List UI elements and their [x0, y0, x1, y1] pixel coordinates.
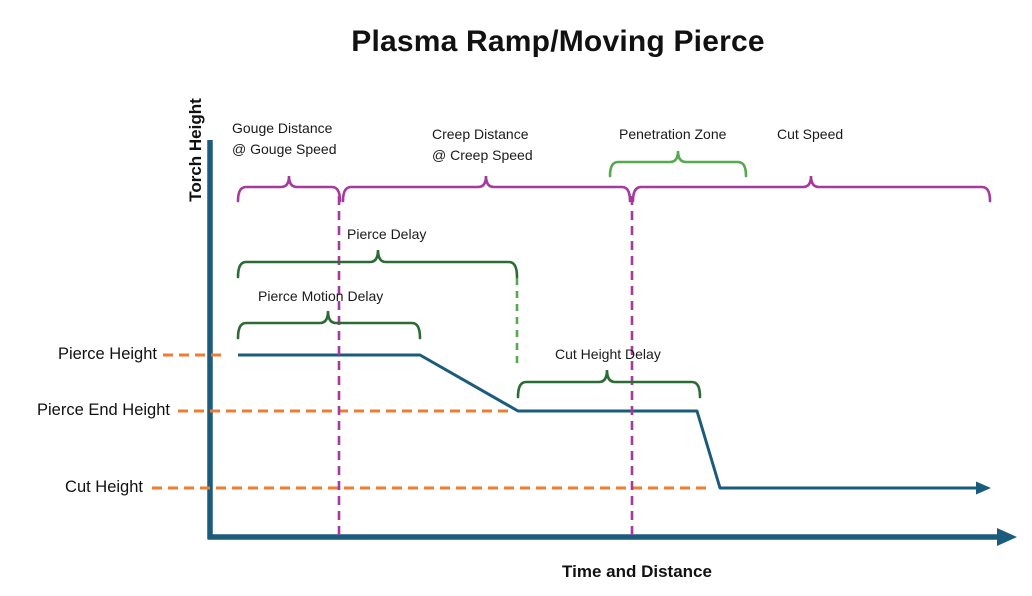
gouge-distance-line1: Gouge Distance: [232, 120, 333, 136]
x-axis-arrow-icon: [997, 528, 1017, 546]
pierce-delay-brace: [236, 249, 519, 279]
cut-speed-label: Cut Speed: [777, 126, 844, 142]
torch-height-trace: [238, 353, 978, 490]
pierce-delay-label: Pierce Delay: [347, 226, 427, 242]
pierce-height-label: Pierce Height: [57, 345, 157, 363]
page-title: Plasma Ramp/Moving Pierce: [351, 25, 765, 58]
pierce-end-height-label: Pierce End Height: [37, 401, 170, 419]
gouge-distance-line2: @ Gouge Speed: [232, 141, 337, 157]
creep-distance-label: Creep Distance @ Creep Speed: [432, 124, 533, 166]
penetration-zone-brace: [608, 150, 748, 178]
penetration-zone-label: Penetration Zone: [619, 126, 727, 142]
pierce-motion-delay-brace: [236, 310, 422, 340]
trace-arrow-icon: [976, 481, 991, 495]
cut-speed-brace: [631, 175, 992, 203]
cut-height-delay-label: Cut Height Delay: [555, 346, 661, 362]
cut-height-delay-brace: [516, 369, 702, 399]
creep-distance-line2: @ Creep Speed: [432, 147, 533, 163]
gouge-distance-label: Gouge Distance @ Gouge Speed: [232, 118, 337, 160]
cut-height-label: Cut Height: [65, 478, 143, 496]
pierce-motion-delay-label: Pierce Motion Delay: [258, 288, 384, 304]
creep-distance-brace: [341, 175, 632, 203]
creep-distance-line1: Creep Distance: [432, 126, 529, 142]
y-axis-label: Torch Height: [186, 98, 205, 202]
x-axis-label: Time and Distance: [562, 562, 712, 581]
gouge-distance-brace: [236, 175, 342, 203]
